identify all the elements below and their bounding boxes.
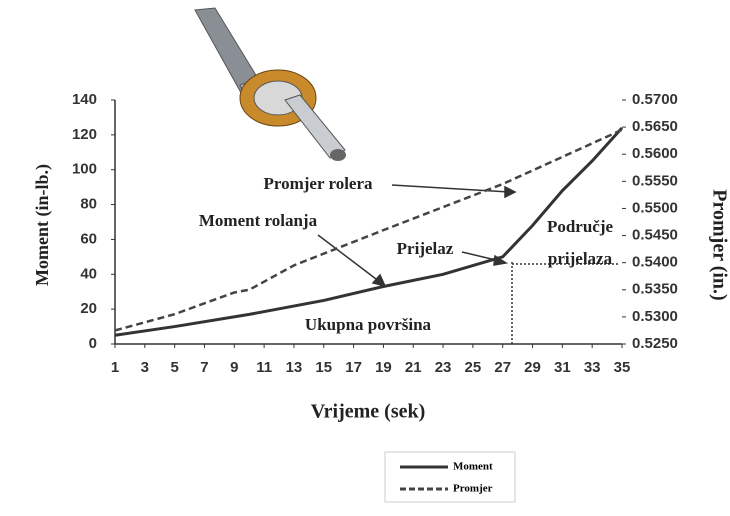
y2-tick-label: 0.5550 bbox=[632, 172, 678, 189]
x-tick-label: 1 bbox=[111, 359, 119, 376]
annotation: Ukupna površina bbox=[305, 315, 432, 334]
legend-label: Promjer bbox=[453, 483, 493, 495]
y2-tick-label: 0.5450 bbox=[632, 227, 678, 244]
x-tick-label: 23 bbox=[435, 359, 452, 376]
x-tick-label: 7 bbox=[200, 359, 208, 376]
x-tick-label: 31 bbox=[554, 359, 571, 376]
x-tick-label: 3 bbox=[141, 359, 149, 376]
x-tick-label: 35 bbox=[614, 359, 631, 376]
y-tick-label: 0 bbox=[89, 335, 97, 352]
y-tick-label: 40 bbox=[80, 265, 97, 282]
x-tick-label: 29 bbox=[524, 359, 541, 376]
y-tick-label: 120 bbox=[72, 126, 97, 143]
series-line bbox=[115, 128, 622, 335]
y-tick-label: 80 bbox=[80, 196, 97, 213]
y2-axis-label: Promjer (in.) bbox=[708, 189, 730, 300]
series-line bbox=[115, 130, 622, 331]
annotation: Promjer rolera bbox=[263, 174, 373, 193]
y2-tick-label: 0.5650 bbox=[632, 118, 678, 135]
annotation: Prijelaz bbox=[397, 239, 454, 258]
y2-tick-label: 0.5400 bbox=[632, 254, 678, 271]
x-tick-label: 27 bbox=[494, 359, 511, 376]
y-tick-label: 140 bbox=[72, 91, 97, 108]
y2-tick-label: 0.5700 bbox=[632, 91, 678, 108]
x-tick-label: 19 bbox=[375, 359, 392, 376]
annotation: Moment rolanja bbox=[199, 211, 318, 230]
chart: Moment (in-lb.) Promjer (in.) Vrijeme (s… bbox=[0, 0, 730, 516]
x-tick-label: 17 bbox=[345, 359, 362, 376]
y2-tick-label: 0.5300 bbox=[632, 308, 678, 325]
y-tick-label: 60 bbox=[80, 230, 97, 247]
y2-tick-label: 0.5500 bbox=[632, 199, 678, 216]
y-tick-label: 100 bbox=[72, 161, 97, 178]
tool-illustration bbox=[195, 8, 346, 161]
x-tick-label: 33 bbox=[584, 359, 601, 376]
y2-tick-label: 0.5250 bbox=[632, 335, 678, 352]
y2-tick-label: 0.5350 bbox=[632, 281, 678, 298]
y-axis-label: Moment (in-lb.) bbox=[32, 164, 53, 286]
x-axis-label: Vrijeme (sek) bbox=[311, 401, 426, 423]
y-tick-label: 20 bbox=[80, 300, 97, 317]
x-tick-label: 5 bbox=[170, 359, 178, 376]
annotation: prijelaza bbox=[548, 249, 613, 268]
x-tick-label: 9 bbox=[230, 359, 238, 376]
legend bbox=[385, 452, 515, 502]
x-tick-label: 15 bbox=[315, 359, 332, 376]
x-tick-label: 11 bbox=[256, 359, 272, 376]
x-tick-label: 13 bbox=[286, 359, 303, 376]
x-tick-label: 25 bbox=[465, 359, 482, 376]
y2-tick-label: 0.5600 bbox=[632, 145, 678, 162]
legend-label: Moment bbox=[453, 461, 493, 473]
x-tick-label: 21 bbox=[405, 359, 422, 376]
annotation: Područje bbox=[547, 217, 614, 236]
